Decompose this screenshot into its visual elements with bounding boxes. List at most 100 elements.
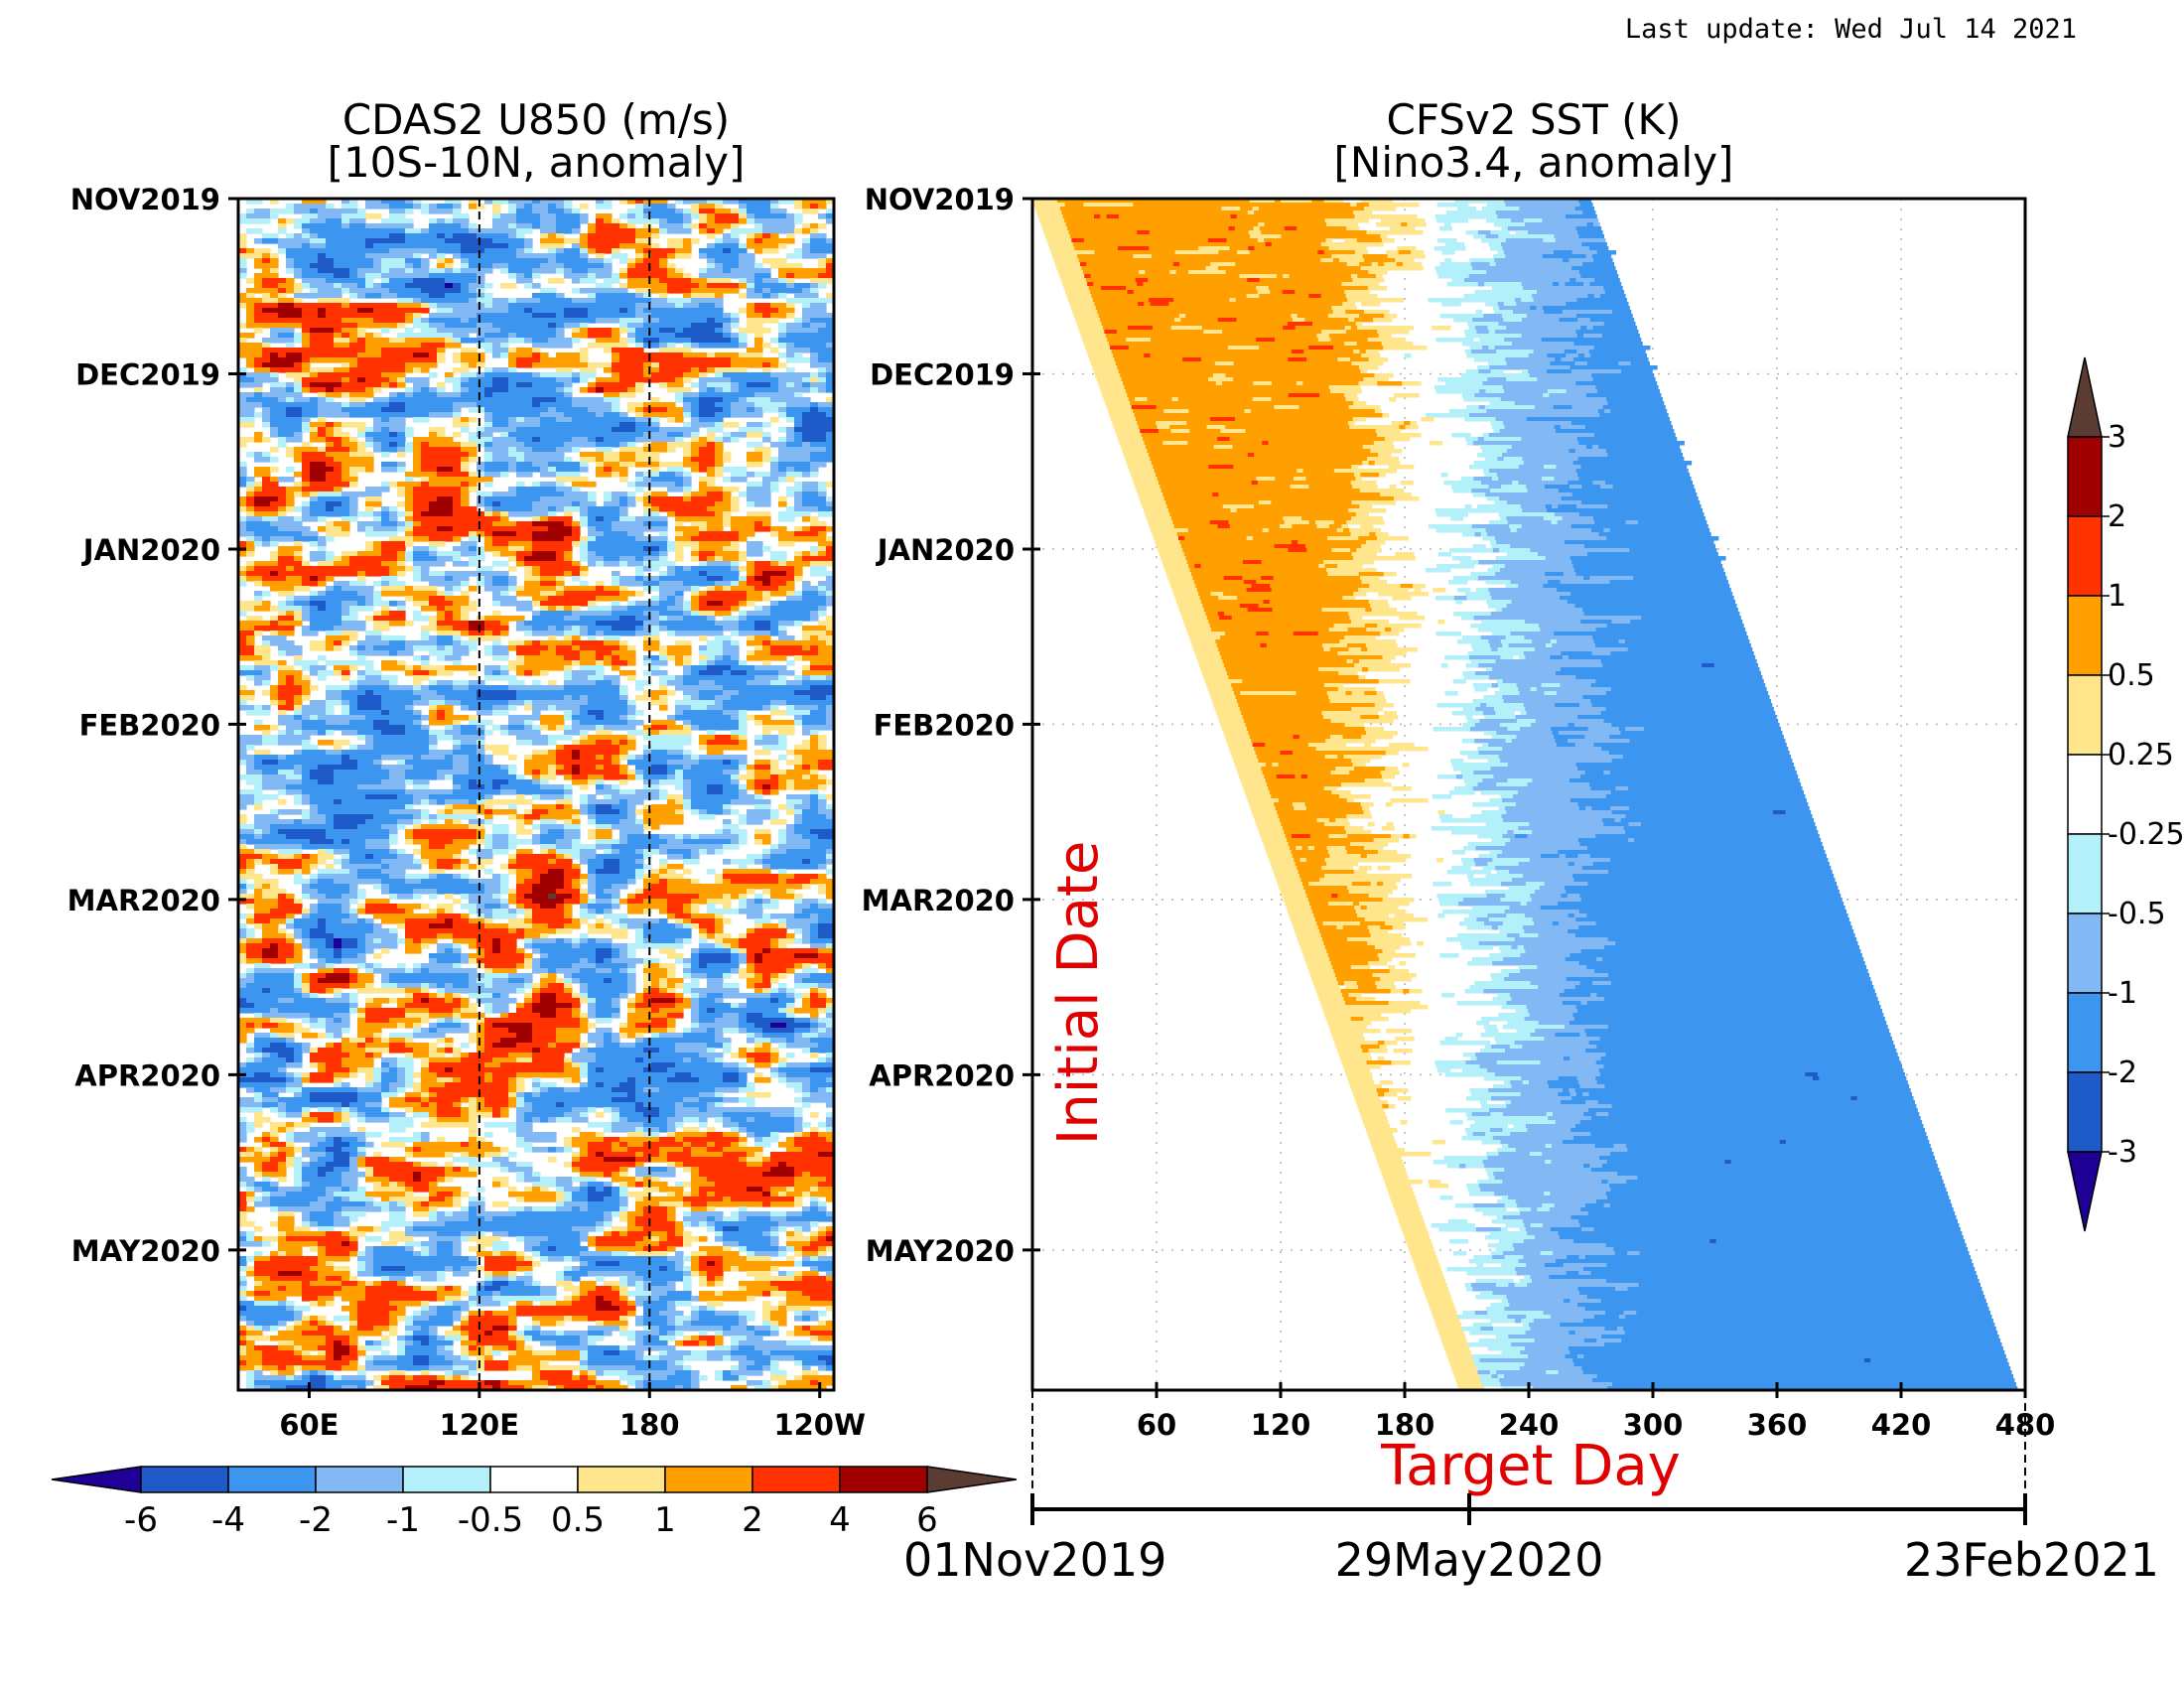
heatmap-cell [341, 382, 350, 388]
heatmap-cell [246, 318, 255, 324]
heatmap-cell [556, 253, 565, 259]
heatmap-cell [699, 372, 708, 378]
heatmap-cell [707, 278, 716, 284]
heatmap-cell [524, 243, 533, 249]
heatmap-cell [723, 273, 732, 279]
heatmap-cell [318, 343, 327, 349]
heatmap-cell [286, 258, 295, 264]
heatmap-cell [778, 372, 787, 378]
heatmap-cell [437, 288, 446, 294]
heatmap-cell [715, 283, 724, 289]
heatmap-cell [715, 268, 724, 274]
heatmap-cell [794, 273, 803, 279]
heatmap-cell [754, 303, 763, 309]
heatmap-cell [635, 278, 644, 284]
heatmap-cell [294, 218, 303, 224]
heatmap-cell [532, 253, 541, 259]
heatmap-cell [357, 243, 366, 249]
heatmap-cell [532, 283, 541, 289]
heatmap-cell [349, 288, 358, 294]
heatmap-cell [778, 338, 787, 344]
heatmap-cell [373, 308, 382, 314]
heatmap-cell [294, 313, 303, 319]
heatmap-cell [492, 377, 501, 383]
heatmap-cell [349, 248, 358, 254]
heatmap-cell [612, 218, 620, 224]
heatmap-cell [254, 273, 263, 279]
heatmap-cell [762, 204, 771, 210]
heatmap-cell [437, 233, 446, 239]
heatmap-cell [516, 308, 525, 314]
heatmap-cell [349, 362, 358, 368]
heatmap-cell [667, 303, 676, 309]
heatmap-cell [532, 343, 541, 349]
heatmap-cell [731, 313, 740, 319]
heatmap-cell [707, 204, 716, 210]
heatmap-cell [627, 283, 636, 289]
heatmap-cell [739, 278, 748, 284]
heatmap-cell [262, 367, 271, 373]
heatmap-cell [723, 367, 732, 373]
heatmap-cell [778, 273, 787, 279]
heatmap-cell [683, 213, 692, 219]
heatmap-cell [492, 382, 501, 388]
heatmap-cell [778, 288, 787, 294]
heatmap-cell [540, 318, 549, 324]
heatmap-cell [707, 303, 716, 309]
heatmap-cell [341, 303, 350, 309]
heatmap-cell [397, 204, 406, 210]
heatmap-cell [699, 273, 708, 279]
heatmap-cell [715, 209, 724, 214]
heatmap-cell [278, 323, 287, 329]
heatmap-cell [707, 318, 716, 324]
heatmap-cell [508, 209, 517, 214]
heatmap-cell [739, 218, 748, 224]
heatmap-cell [445, 313, 454, 319]
heatmap-cell [564, 209, 573, 214]
heatmap-cell [326, 268, 335, 274]
heatmap-cell [699, 357, 708, 363]
heatmap-cell [508, 283, 517, 289]
heatmap-cell [254, 382, 263, 388]
heatmap-cell [326, 318, 335, 324]
heatmap-cell [715, 372, 724, 378]
heatmap-cell [484, 263, 493, 269]
heatmap-cell [747, 318, 755, 324]
heatmap-cell [286, 372, 295, 378]
heatmap-cell [723, 248, 732, 254]
heatmap-cell [254, 238, 263, 244]
heatmap-cell [286, 367, 295, 373]
heatmap-cell [754, 263, 763, 269]
heatmap-cell [389, 367, 398, 373]
heatmap-cell [532, 352, 541, 358]
heatmap-cell [556, 223, 565, 229]
heatmap-cell [675, 223, 684, 229]
heatmap-cell [596, 223, 605, 229]
heatmap-cell [508, 333, 517, 339]
heatmap-cell [683, 352, 692, 358]
heatmap-cell [524, 328, 533, 334]
heatmap-cell [699, 308, 708, 314]
heatmap-cell [627, 333, 636, 339]
heatmap-cell [365, 313, 374, 319]
heatmap-cell [612, 357, 620, 363]
heatmap-cell [492, 213, 501, 219]
heatmap-cell [294, 308, 303, 314]
heatmap-cell [659, 273, 668, 279]
heatmap-cell [778, 228, 787, 234]
heatmap-cell [548, 293, 557, 299]
heatmap-cell [262, 209, 271, 214]
heatmap-cell [341, 263, 350, 269]
heatmap-cell [699, 338, 708, 344]
heatmap-cell [405, 273, 414, 279]
heatmap-cell [413, 273, 422, 279]
heatmap-cell [762, 313, 771, 319]
heatmap-cell [461, 213, 470, 219]
heatmap-cell [445, 343, 454, 349]
heatmap-cell [286, 343, 295, 349]
heatmap-cell [715, 288, 724, 294]
heatmap-cell [286, 303, 295, 309]
heatmap-cell [810, 238, 819, 244]
heatmap-cell [731, 338, 740, 344]
heatmap-cell [477, 278, 485, 284]
